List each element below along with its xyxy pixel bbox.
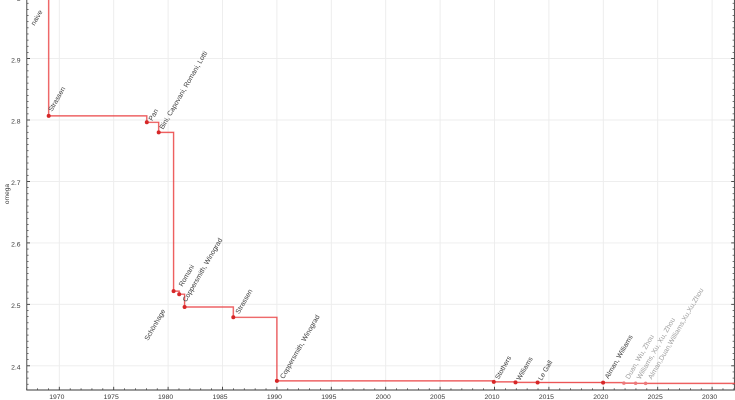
svg-text:3: 3 — [17, 0, 21, 3]
svg-text:2.8: 2.8 — [11, 119, 21, 126]
svg-text:2.6: 2.6 — [11, 242, 21, 249]
svg-text:omega: omega — [4, 184, 11, 204]
svg-text:2015: 2015 — [539, 394, 554, 400]
svg-text:2025: 2025 — [648, 394, 663, 400]
svg-text:1970: 1970 — [49, 394, 64, 400]
svg-text:1995: 1995 — [321, 394, 336, 400]
svg-text:1990: 1990 — [267, 394, 282, 400]
svg-text:1975: 1975 — [104, 394, 119, 400]
svg-text:1985: 1985 — [212, 394, 227, 400]
svg-text:2.5: 2.5 — [11, 303, 21, 310]
svg-text:2005: 2005 — [430, 394, 445, 400]
svg-text:2010: 2010 — [484, 394, 499, 400]
svg-text:2020: 2020 — [593, 394, 608, 400]
svg-text:2.4: 2.4 — [11, 365, 21, 372]
svg-text:2000: 2000 — [376, 394, 391, 400]
svg-text:2030: 2030 — [702, 394, 717, 400]
svg-text:2.7: 2.7 — [11, 180, 21, 187]
svg-text:1980: 1980 — [158, 394, 173, 400]
svg-text:2.9: 2.9 — [11, 57, 21, 64]
